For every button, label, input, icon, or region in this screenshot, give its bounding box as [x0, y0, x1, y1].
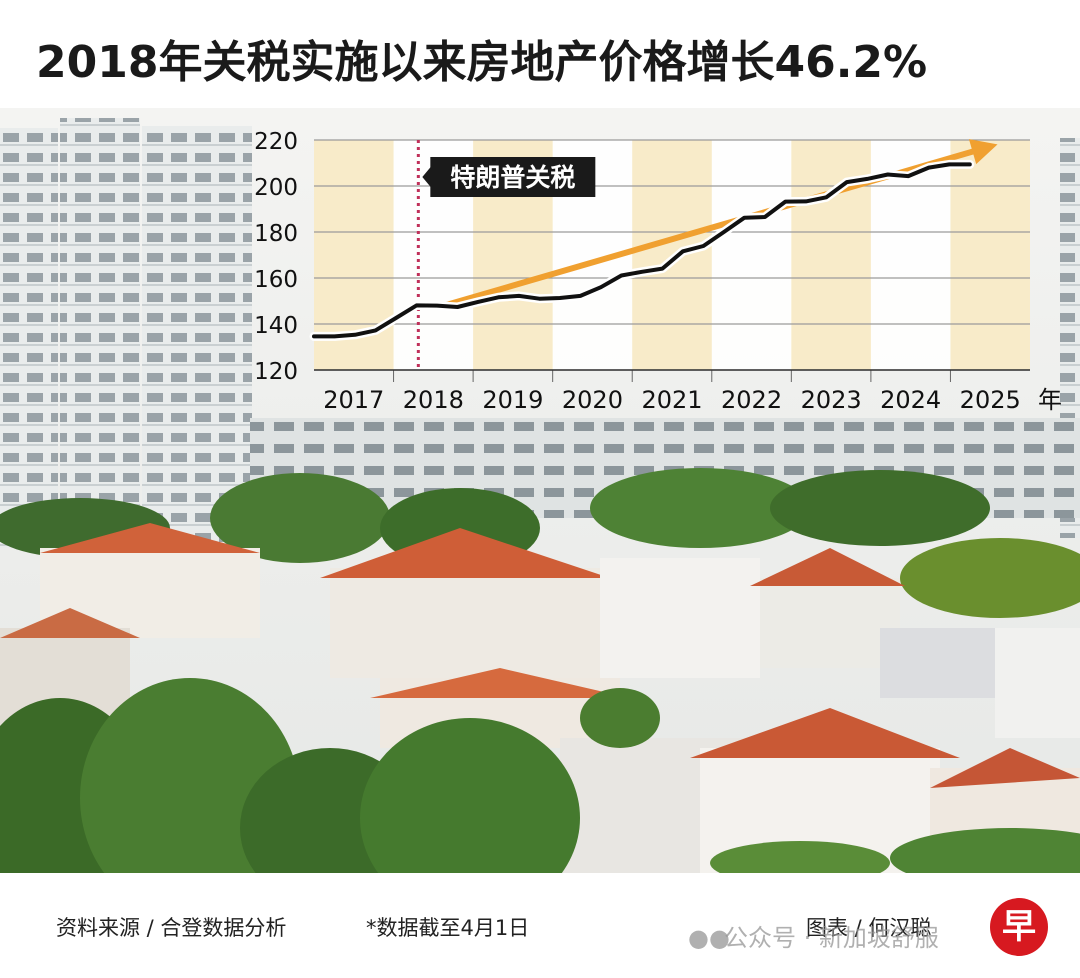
watermark-text: ●●公众号 · 新加坡舒服	[688, 918, 939, 953]
series-point	[496, 295, 501, 299]
x-tick-label: 2020	[562, 386, 623, 414]
series-point	[435, 304, 439, 308]
series-point	[599, 285, 603, 289]
series-point	[968, 162, 972, 166]
series-point	[845, 180, 849, 184]
series-point	[927, 166, 931, 170]
x-tick-label: 2024	[880, 386, 941, 414]
chart-title: 2018年关税实施以来房地产价格增长46.2%	[36, 37, 928, 88]
series-point	[763, 215, 767, 219]
y-tick-label: 200	[254, 175, 298, 201]
y-tick-label: 120	[254, 359, 298, 385]
series-point	[865, 177, 869, 181]
tariff-label-pointer	[422, 165, 433, 189]
x-tick-label: 2017	[323, 386, 384, 414]
series-point	[578, 294, 583, 298]
x-tick-label: 2025	[960, 386, 1021, 414]
series-point	[312, 334, 316, 339]
tariff-label-box	[430, 157, 596, 197]
watermark-label: 公众号 · 新加坡舒服	[724, 924, 939, 952]
series-point	[722, 230, 726, 234]
date-note: *数据截至4月1日	[366, 916, 530, 940]
x-tick-label: 2023	[801, 386, 862, 414]
x-tick-label: 2021	[641, 386, 702, 414]
x-axis-ticks: 2017 2018 2019 2020 2021 2022 2023 2024 2025 年	[314, 369, 1062, 414]
series-point	[824, 195, 828, 199]
zaobao-logo: 早	[990, 898, 1048, 956]
series-point	[783, 200, 787, 204]
price-series	[309, 159, 975, 341]
x-tick-label: 2018	[403, 386, 464, 414]
series-point	[701, 244, 705, 248]
y-axis-ticks: 120 140 160 180 200 220	[254, 129, 298, 385]
year-shade-2023	[791, 140, 871, 370]
y-tick-label: 220	[254, 129, 298, 155]
series-point	[906, 174, 910, 178]
source-note: 资料来源 / 合登数据分析	[56, 916, 287, 940]
series-point	[353, 333, 357, 337]
series-point	[476, 300, 480, 304]
series-point	[947, 162, 951, 166]
x-tick-label: 2019	[482, 386, 543, 414]
x-tick-label: 2022	[721, 386, 782, 414]
series-point	[619, 273, 624, 278]
x-axis-unit: 年	[1038, 386, 1062, 414]
series-point	[742, 216, 746, 220]
series-point	[640, 270, 644, 274]
wechat-icon: ●●	[688, 924, 730, 952]
credit-note: 图表 / 何汉聪	[806, 916, 932, 940]
series-point	[394, 316, 398, 320]
y-tick-label: 160	[254, 267, 298, 293]
series-point	[804, 199, 808, 204]
year-shade-2025	[950, 140, 1030, 370]
tariff-marker: 特朗普关税	[416, 140, 596, 370]
series-point	[537, 297, 542, 301]
y-tick-label: 180	[254, 221, 298, 247]
series-point	[414, 303, 419, 307]
series-point	[886, 172, 890, 177]
footer	[0, 873, 1080, 978]
y-tick-label: 140	[254, 313, 298, 339]
series-point	[373, 328, 378, 333]
series-point	[660, 266, 664, 271]
series-point	[332, 334, 337, 339]
tariff-label-text: 特朗普关税	[450, 163, 575, 192]
series-point	[517, 294, 521, 298]
series-point	[455, 305, 460, 309]
series-point	[558, 296, 562, 300]
series-point	[681, 249, 685, 253]
trend-arrow-head	[968, 139, 998, 165]
